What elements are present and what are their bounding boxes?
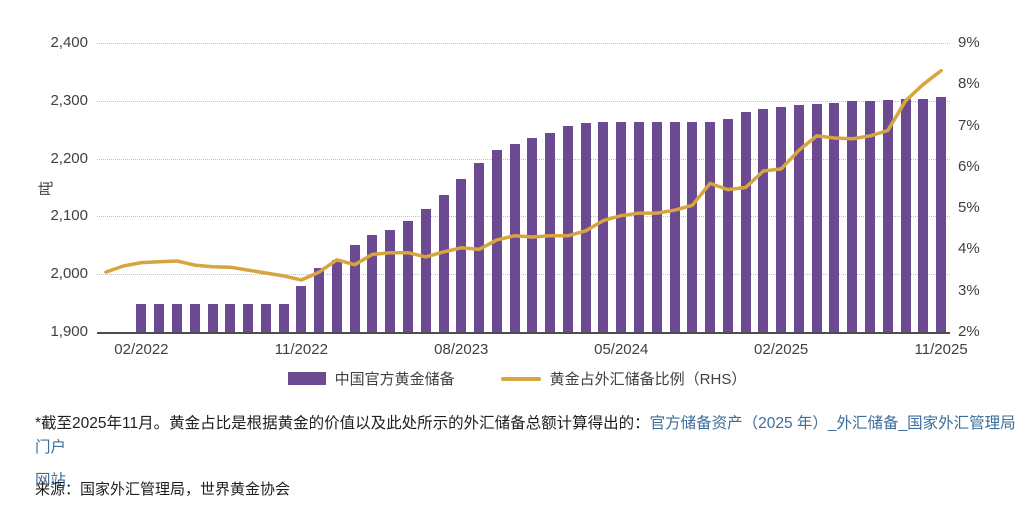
gridline [97,274,950,276]
bar-02/2024 [562,125,573,332]
bar-04/2024 [598,121,609,332]
left-axis-tick: 2,400 [50,34,88,51]
right-axis-tick: 9% [958,34,980,51]
bar-02/2022 [136,304,147,332]
bar-01/2025 [758,109,769,332]
bar-11/2024 [722,118,733,332]
bar-01/2024 [545,132,556,332]
bar-03/2024 [580,122,591,332]
x-axis-tick: 05/2024 [594,341,649,358]
line-series-swatch [500,376,541,381]
bar-12/2022 [314,268,325,332]
bar-06/2024 [634,121,644,332]
bar-11/2025 [936,97,947,332]
left-axis-unit-label: 吨 [38,180,56,197]
bar-07/2023 [438,195,449,332]
bar-04/2022 [171,304,182,332]
line-series-label: 黄金占外汇储备比例（RHS） [549,371,747,388]
source-link-part1[interactable]: 官方储备资产（2025 年）_外汇储备_国家外汇管理局门户 [35,415,1016,456]
x-axis-tick: 02/2022 [114,341,169,358]
gridline [97,158,950,160]
gridline [97,216,950,218]
left-axis-tick: 2,100 [50,207,88,225]
bar-03/2025 [793,105,804,332]
footnote-text: *截至2025年11月。黄金占比是根据黄金的价值以及此处所示的外汇储备总额计算得… [35,415,650,432]
x-axis-tick: 11/2025 [914,341,968,358]
right-axis-tick: 5% [958,199,980,217]
bar-03/2023 [367,234,378,332]
chart-legend: 中国官方黄金储备 黄金占外汇储备比例（RHS） [0,368,1034,389]
bar-06/2022 [207,304,218,332]
bar-04/2023 [385,230,396,332]
bar-07/2022 [225,304,236,332]
right-axis-tick: 6% [958,157,980,175]
right-axis-tick: 7% [958,116,980,134]
bar-12/2024 [740,112,751,332]
bar-10/2024 [705,121,716,332]
bar-06/2023 [420,208,431,332]
bar-02/2023 [349,245,360,332]
bar-08/2023 [456,178,467,332]
bar-08/2025 [882,99,893,332]
gold-reserves-chart: 吨 2,400 2,300 2,200 2,100 2,000 1,900 9% 8% 7% 6%… [38,34,980,358]
source-attribution: 来源：国家外汇管理局，世界黄金协会 [35,481,291,498]
left-axis-tick: 2,000 [50,265,88,283]
bar-05/2023 [402,221,413,332]
right-axis-tick: 4% [958,240,980,258]
right-axis-tick: 8% [958,75,980,93]
x-axis-tick: 02/2025 [754,341,809,358]
bar-07/2025 [865,100,876,332]
bar-07/2024 [651,121,662,332]
bar-01/2023 [331,259,342,332]
bar-03/2022 [154,304,165,332]
bar-05/2024 [616,121,627,332]
bar-series-label: 中国官方黄金储备 [334,371,455,388]
bar-09/2025 [900,99,911,332]
left-axis-tick: 1,900 [50,323,88,340]
x-axis-tick: 08/2023 [434,341,489,358]
bar-09/2022 [260,304,271,332]
bar-05/2025 [829,103,840,332]
bar-04/2025 [811,103,822,332]
bar-09/2024 [687,121,698,332]
x-axis-tick: 11/2022 [274,341,328,358]
legend-item-line-series: 黄金占外汇储备比例（RHS） [500,368,747,389]
bar-08/2022 [243,304,254,332]
left-axis-tick: 2,200 [50,149,88,167]
gridline [97,43,950,44]
chart-footnote: *截至2025年11月。黄金占比是根据黄金的价值以及此处所示的外汇储备总额计算得… [35,412,1025,493]
bar-08/2024 [669,121,680,332]
bar-06/2025 [847,101,858,332]
legend-item-bar-series: 中国官方黄金储备 [287,368,455,389]
plot-area [97,43,950,334]
bar-11/2023 [509,143,520,332]
gridline [97,100,950,102]
bar-05/2022 [189,304,200,332]
line-series [104,68,943,282]
bar-12/2023 [527,138,538,332]
source-link-part2[interactable]: 网站 [35,472,67,489]
bar-series-swatch [287,372,326,385]
right-axis-tick: 3% [958,281,980,299]
bar-10/2025 [918,98,929,332]
bar-02/2025 [776,106,787,332]
bar-10/2022 [278,304,289,332]
left-axis-tick: 2,300 [50,91,88,109]
bar-11/2022 [296,285,307,332]
right-axis-tick: 2% [958,323,980,340]
